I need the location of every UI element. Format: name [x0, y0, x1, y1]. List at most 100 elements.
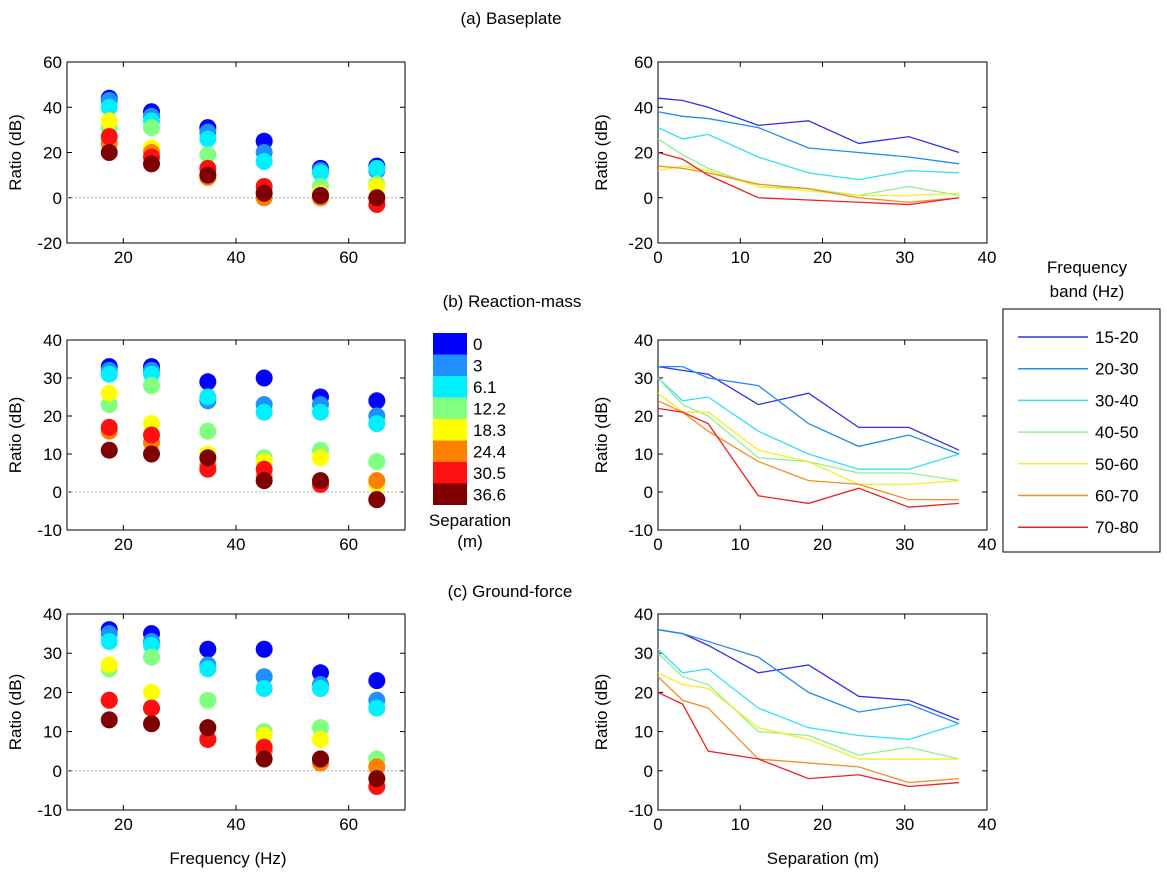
series-line-band-30-40	[657, 648, 960, 741]
scatter-point-sep-6.1	[100, 632, 118, 650]
y-axis-label: Ratio (dB)	[592, 114, 611, 191]
line-plot-x-tick-label: 0	[653, 535, 662, 554]
scatter-point-sep-12.2	[312, 719, 329, 737]
line-plot-y-tick-label: 30	[634, 644, 653, 663]
scatter-point-sep-30.5	[143, 426, 160, 444]
series-line-band-60-70	[657, 400, 960, 501]
separation-legend-title: Separation	[429, 511, 511, 530]
scatter-y-tick-label: 20	[43, 683, 62, 702]
scatter-y-tick-label: 0	[53, 189, 62, 208]
scatter-point-sep-36.6	[199, 166, 217, 184]
panel-title-baseplate: (a) Baseplate	[460, 9, 561, 28]
scatter-y-tick-label: 10	[43, 723, 62, 742]
scatter-x-tick-label: 40	[227, 248, 246, 267]
scatter-point-sep-6.1	[100, 365, 118, 383]
series-line-band-70-80	[657, 407, 960, 508]
scatter-point-sep-30.5	[199, 730, 217, 748]
line-plot-y-tick-label: 0	[644, 762, 653, 781]
scatter-x-tick-label: 60	[339, 535, 358, 554]
series-line-band-50-60	[657, 672, 960, 760]
scatter-y-tick-label: 40	[43, 98, 62, 117]
series-line-band-30-40	[657, 127, 960, 181]
line-plot-y-tick-label: 40	[634, 605, 653, 624]
separation-swatch-6.1	[433, 376, 467, 398]
line-plot-y-tick-label: 10	[634, 723, 653, 742]
frequency-legend-box	[1002, 308, 1161, 553]
line-plot-x-tick-label: 30	[895, 535, 914, 554]
scatter-point-sep-30.5	[100, 691, 118, 709]
line-plot-x-tick-label: 20	[813, 248, 832, 267]
separation-legend: 0 3 6.1 12.2 18.3 24.4 30.5 36.6	[433, 333, 506, 505]
scatter-y-tick-label: 20	[43, 407, 62, 426]
scatter-point-sep-12.2	[143, 648, 160, 666]
scatter-point-sep-18.3	[312, 449, 329, 467]
line-plot-y-tick-label: -10	[628, 801, 653, 820]
scatter-point-sep-12.2	[199, 146, 217, 164]
scatter-y-tick-label: 0	[53, 483, 62, 502]
frequency-legend-unit: band (Hz)	[1050, 282, 1125, 301]
scatter-point-sep-0	[199, 373, 217, 391]
x-axis-label-separation: Separation (m)	[767, 849, 879, 868]
scatter-point-sep-12.2	[368, 453, 386, 471]
line-plot-x-tick-label: 10	[731, 535, 750, 554]
line-plot-x-tick-label: 30	[895, 815, 914, 834]
scatter-y-tick-label: 60	[43, 53, 62, 72]
line-plot-y-tick-label: -20	[628, 234, 653, 253]
panel-title-ground-force: (c) Ground-force	[448, 582, 573, 601]
separation-swatch-3	[433, 354, 467, 376]
scatter-x-tick-label: 40	[227, 815, 246, 834]
scatter-plot-frame	[66, 613, 406, 811]
y-axis-label: Ratio (dB)	[6, 674, 25, 751]
frequency-legend-title: Frequency	[1047, 258, 1128, 277]
line-plot-y-tick-label: 0	[644, 483, 653, 502]
frequency-legend-label-70-80: 70-80	[1095, 518, 1138, 537]
scatter-point-sep-36.6	[199, 719, 217, 737]
scatter-point-sep-6.1	[100, 98, 118, 116]
scatter-point-sep-36.6	[143, 715, 160, 733]
line-plot-y-tick-label: 30	[634, 369, 653, 388]
scatter-point-sep-6.1	[199, 388, 217, 406]
scatter-point-sep-36.6	[100, 144, 118, 161]
line-plot-x-tick-label: 40	[978, 535, 997, 554]
scatter-x-tick-label: 20	[114, 248, 133, 267]
scatter-point-sep-6.1	[312, 164, 329, 182]
scatter-point-sep-0	[199, 640, 217, 658]
series-line-band-20-30	[657, 629, 960, 725]
frequency-legend-label-60-70: 60-70	[1095, 487, 1138, 506]
scatter-point-sep-36.6	[199, 449, 217, 467]
scatter-point-sep-36.6	[100, 441, 118, 459]
series-line-band-70-80	[657, 151, 960, 206]
scatter-point-sep-30.5	[100, 418, 118, 436]
scatter-point-sep-6.1	[143, 636, 160, 654]
series-line-band-15-20	[657, 97, 960, 154]
scatter-y-tick-label: 40	[43, 605, 62, 624]
frequency-legend-label-40-50: 40-50	[1095, 423, 1138, 442]
series-line-band-60-70	[657, 676, 960, 784]
scatter-point-sep-36.6	[368, 770, 386, 788]
scatter-point-sep-36.6	[255, 184, 273, 202]
y-axis-label: Ratio (dB)	[6, 397, 25, 474]
separation-label-30.5: 30.5	[473, 464, 506, 483]
scatter-y-tick-label: 30	[43, 369, 62, 388]
scatter-point-sep-30.5	[143, 699, 160, 717]
separation-swatch-30.5	[433, 462, 467, 484]
separation-label-3: 3	[473, 357, 482, 376]
frequency-legend-label-15-20: 15-20	[1095, 328, 1138, 347]
scatter-x-tick-label: 20	[114, 535, 133, 554]
y-axis-label: Ratio (dB)	[592, 397, 611, 474]
line-plot-x-tick-label: 0	[653, 815, 662, 834]
frequency-legend-label-20-30: 20-30	[1095, 360, 1138, 379]
separation-swatch-24.4	[433, 440, 467, 462]
scatter-point-sep-0	[368, 672, 386, 690]
panel-title-reaction-mass: (b) Reaction-mass	[443, 292, 582, 311]
y-axis-label: Ratio (dB)	[592, 674, 611, 751]
frequency-legend: 15-20 20-30 30-40 40-50 50-60 60-70 70-80	[1002, 308, 1161, 553]
scatter-point-sep-0	[312, 664, 329, 682]
scatter-point-sep-30.5	[255, 738, 273, 756]
y-axis-label: Ratio (dB)	[6, 114, 25, 191]
line-plot-y-tick-label: 40	[634, 331, 653, 350]
